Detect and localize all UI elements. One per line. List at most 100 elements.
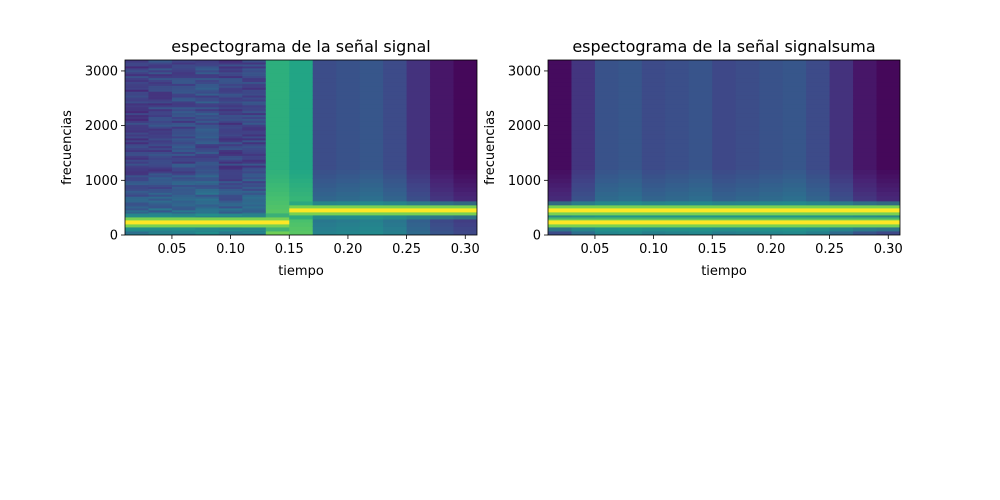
spectrogram-cell [806,81,831,87]
spectrogram-cell [430,178,455,184]
spectrogram-cell [195,200,220,203]
spectrogram-cell [171,110,196,114]
spectrogram-cell [571,112,596,118]
spectrogram-cell [688,130,713,135]
spectrogram-cell [618,195,643,201]
spectrogram-cell [336,112,361,118]
spectrogram-cell [148,89,173,92]
spectrogram-cell [406,173,431,179]
spectrogram-cell [453,169,477,175]
spectrogram-cell [641,81,666,87]
spectrogram-cell [195,100,220,104]
spectrogram-cell [383,73,408,79]
spectrogram-cell [735,143,760,149]
spectrogram-cell [406,134,431,140]
spectrogram-cell [806,116,831,122]
spectrogram-cell [148,143,173,147]
spectrogram-cell [195,157,220,160]
spectrogram-cell [148,231,173,234]
spectrogram-cell [359,217,384,223]
spectrogram-cell [171,143,196,147]
spectrogram-cell [312,143,337,149]
spectrogram-cell [218,196,243,199]
spectrogram-cell [312,125,337,131]
spectrogram-cell [453,134,477,140]
spectrogram-cell [430,195,455,201]
spectrogram-cell [148,205,173,209]
spectrogram-cell [806,182,831,188]
spectrogram-cell [171,184,196,187]
spectrogram-cell [829,68,854,74]
spectrogram-cell [571,64,596,70]
spectrogram-cell [406,143,431,149]
spectrogram-cell [171,135,196,139]
spectrogram-cell [148,108,173,112]
spectrogram-cell [336,138,361,144]
spectrogram-cell [618,108,643,114]
spectrogram-cell [359,151,384,157]
spectrogram-cell [242,209,267,213]
spectrogram-cell [453,64,477,70]
spectrogram-cell [171,75,196,79]
spectrogram-cell [265,200,290,205]
spectrogram-cell [829,134,854,140]
spectrogram-cell [735,77,760,83]
spectrogram-cell [171,155,196,158]
spectrogram-cell [218,95,243,98]
spectrogram-cell [218,116,243,119]
spectrogram-cell [171,96,196,100]
spectrogram-cell [265,147,290,153]
spectrogram-cell [688,173,713,179]
spectrogram-cell [359,86,384,92]
spectrogram-cell [171,233,196,235]
spectrogram-cell [289,195,314,201]
spectrogram-cell [853,112,878,118]
spectrogram-cell [336,108,361,114]
spectrogram-cell [289,169,314,175]
spectrogram-cell [383,64,408,70]
spectrogram-cell [665,125,690,131]
spectrogram-cell [806,130,831,135]
spectrogram-cell [876,195,900,201]
spectrogram-cell [853,230,878,235]
spectrogram-cell [148,135,173,139]
spectrogram-cell [125,176,150,180]
spectrogram-cell [829,116,854,122]
spectrogram-cell [242,137,267,141]
spectrogram-cell [548,195,573,201]
spectrogram-cell [735,160,760,166]
spectrogram-cell [218,63,243,67]
chart-title: espectograma de la señal signalsuma [572,37,875,56]
spectrogram-cell [406,73,431,79]
spectrogram-cell [712,60,737,65]
spectrogram-cell [618,130,643,135]
spectrogram-cell [430,151,455,157]
spectrogram-cell [218,192,243,195]
spectrogram-cell [782,156,807,162]
spectrogram-cell [289,156,314,162]
spectrogram-cell [148,93,173,96]
spectrogram-cell [782,186,807,192]
spectrogram-cell [265,173,290,179]
spectrogram-cell [782,90,807,96]
spectrogram-cell [171,196,196,199]
spectrogram-cell [312,130,337,135]
spectrogram-cell [688,103,713,109]
spectrogram-cell [829,191,854,197]
spectrogram-cell [312,217,337,223]
spectrogram-cell [359,81,384,87]
spectrogram-cell [218,77,243,81]
spectrogram-cell [853,169,878,175]
spectrogram-cell [289,68,314,74]
spectrogram-cell [876,60,900,65]
spectrogram-cell [641,60,666,65]
spectrogram-cell [853,156,878,162]
spectrogram-cell [336,81,361,87]
spectrogram-cell [806,138,831,144]
spectrogram-image [548,60,900,235]
spectrogram-cell [853,134,878,140]
spectrogram-cell [125,170,150,174]
x-tick-label: 0.05 [157,242,186,257]
spectrogram-cell [548,81,573,87]
spectrogram-cell [336,73,361,79]
